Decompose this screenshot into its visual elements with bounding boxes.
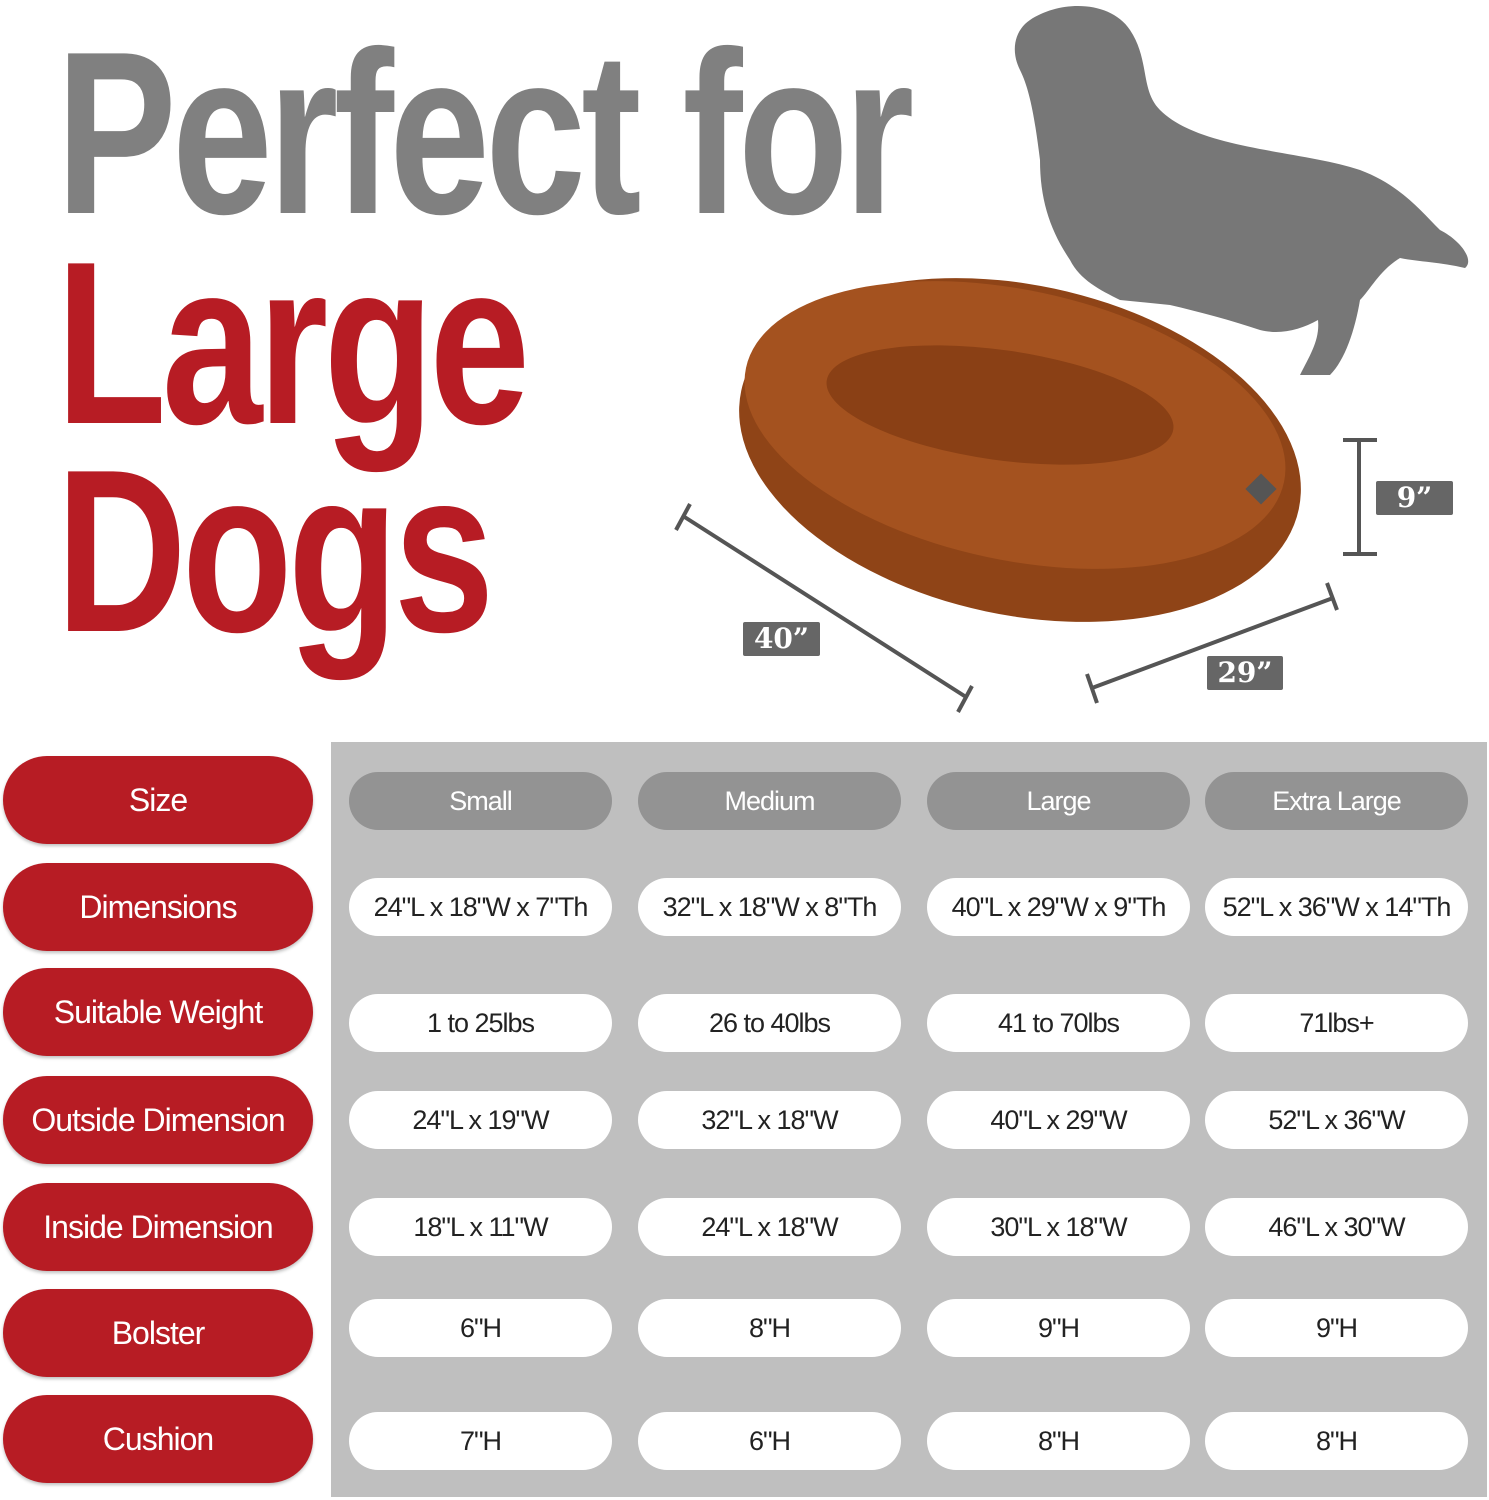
table-cell: 26 to 40lbs <box>638 994 901 1052</box>
row-label: Suitable Weight <box>3 968 313 1056</box>
table-cell: 24"L x 18"W x 7"Th <box>349 878 612 936</box>
headline-line-1: Perfect for <box>56 4 914 263</box>
headline-line-3: Dogs <box>56 422 494 681</box>
table-cell: 46"L x 30"W <box>1205 1198 1468 1256</box>
table-cell: 71lbs+ <box>1205 994 1468 1052</box>
row-label: Inside Dimension <box>3 1183 313 1271</box>
table-cell: 24"L x 18"W <box>638 1198 901 1256</box>
table-cell: 52"L x 36"W <box>1205 1091 1468 1149</box>
dimension-lines <box>674 438 1377 713</box>
width-label: 29” <box>1207 656 1283 690</box>
table-cell: 40"L x 29"W <box>927 1091 1190 1149</box>
table-cell: 7"H <box>349 1412 612 1470</box>
dog-silhouette-icon <box>1014 6 1469 376</box>
table-cell: 1 to 25lbs <box>349 994 612 1052</box>
table-cell: 40"L x 29"W x 9"Th <box>927 878 1190 936</box>
size-header-cell: Large <box>927 772 1190 830</box>
row-label: Bolster <box>3 1289 313 1377</box>
table-cell: 9"H <box>1205 1299 1468 1357</box>
dog-bed-image <box>739 278 1301 622</box>
size-header-cell: Small <box>349 772 612 830</box>
table-cell: 32"L x 18"W x 8"Th <box>638 878 901 936</box>
row-label: Cushion <box>3 1395 313 1483</box>
headline-line-2: Large <box>56 214 530 473</box>
size-header-cell: Medium <box>638 772 901 830</box>
table-cell: 6"H <box>638 1412 901 1470</box>
table-cell: 9"H <box>927 1299 1190 1357</box>
row-label: Size <box>3 756 313 844</box>
row-label: Outside Dimension <box>3 1076 313 1164</box>
table-cell: 8"H <box>638 1299 901 1357</box>
table-cell: 41 to 70lbs <box>927 994 1190 1052</box>
table-cell: 32"L x 18"W <box>638 1091 901 1149</box>
table-cell: 30"L x 18"W <box>927 1198 1190 1256</box>
table-cell: 18"L x 11"W <box>349 1198 612 1256</box>
row-label: Dimensions <box>3 863 313 951</box>
table-cell: 8"H <box>1205 1412 1468 1470</box>
length-label: 40” <box>743 622 820 656</box>
height-label: 9” <box>1376 481 1453 515</box>
product-illustration <box>674 6 1469 713</box>
table-cell: 8"H <box>927 1412 1190 1470</box>
size-header-cell: Extra Large <box>1205 772 1468 830</box>
table-cell: 6"H <box>349 1299 612 1357</box>
table-cell: 52"L x 36"W x 14"Th <box>1205 878 1468 936</box>
table-cell: 24"L x 19"W <box>349 1091 612 1149</box>
